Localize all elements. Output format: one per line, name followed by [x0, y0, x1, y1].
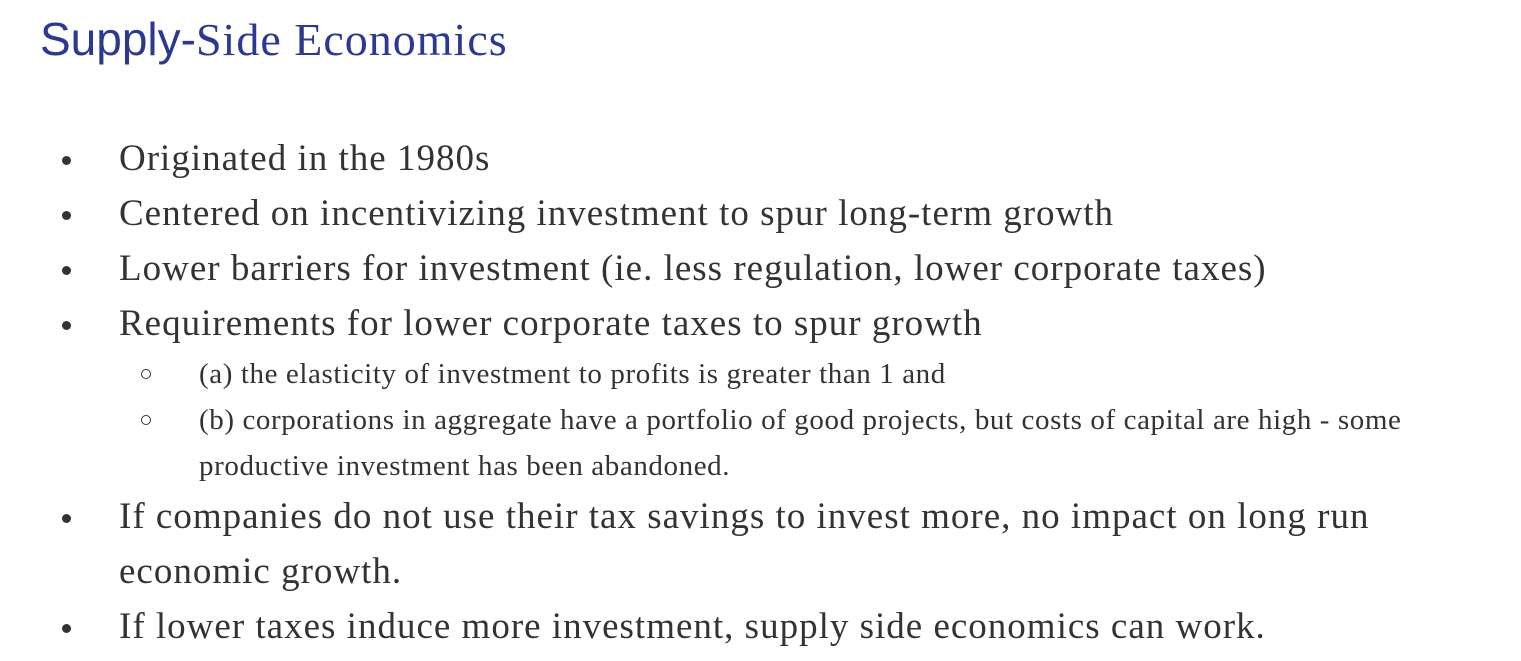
bullet-dot-icon [62, 156, 71, 165]
bullet-dot-icon [62, 514, 71, 523]
sub-bullet-circle-icon [141, 369, 151, 379]
bullet-item: If companies do not use their tax saving… [0, 489, 1521, 599]
bullet-text: Centered on incentivizing investment to … [119, 193, 1115, 234]
bullet-dot-icon [62, 321, 71, 330]
bullet-text: Requirements for lower corporate taxes t… [119, 303, 983, 344]
bullet-dot-icon [62, 266, 71, 275]
bullet-dot-icon [62, 624, 71, 633]
bullet-item: Lower barriers for investment (ie. less … [0, 241, 1521, 296]
bullet-text: If companies do not use their tax saving… [119, 496, 1370, 592]
bullet-item: If lower taxes induce more investment, s… [0, 599, 1521, 654]
sub-bullet-item: (a) the elasticity of investment to prof… [0, 351, 1521, 397]
bullet-text: Originated in the 1980s [119, 138, 491, 179]
sub-bullet-text: (a) the elasticity of investment to prof… [199, 358, 946, 390]
bullet-text: If lower taxes induce more investment, s… [119, 606, 1266, 647]
sub-bullet-item: (b) corporations in aggregate have a por… [0, 397, 1521, 489]
slide-title-part-1: Supply- [40, 13, 196, 65]
sub-bullet-text: (b) corporations in aggregate have a por… [199, 404, 1402, 482]
bullet-text: Lower barriers for investment (ie. less … [119, 248, 1267, 289]
bullet-item: Originated in the 1980s [0, 131, 1521, 186]
bullet-list: Originated in the 1980s Centered on ince… [0, 131, 1521, 654]
bullet-dot-icon [62, 211, 71, 220]
sub-bullet-circle-icon [141, 415, 151, 425]
slide-title-part-2: Side Economics [195, 14, 508, 65]
bullet-item: Centered on incentivizing investment to … [0, 186, 1521, 241]
slide-title: Supply-Side Economics [40, 10, 508, 69]
bullet-item: Requirements for lower corporate taxes t… [0, 296, 1521, 351]
